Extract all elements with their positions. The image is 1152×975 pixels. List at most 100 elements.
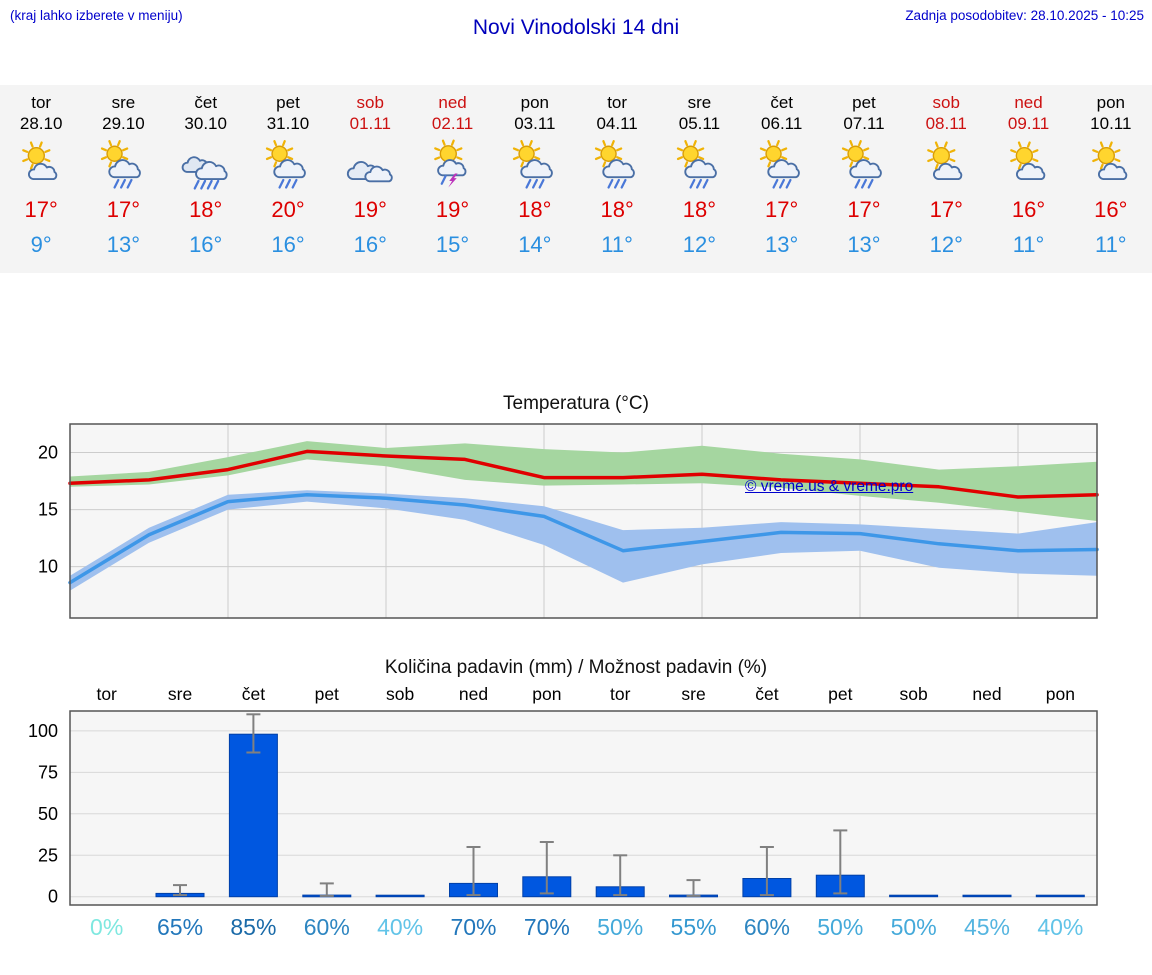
svg-text:0: 0 [48, 887, 58, 907]
forecast-day-08.11[interactable]: sob 08.11 17° 12° [905, 92, 987, 260]
day-name: tor [607, 93, 628, 112]
temp-high: 18° [189, 197, 223, 222]
day-date: 07.11 [843, 114, 885, 133]
precip-chart-title: Količina padavin (mm) / Možnost padavin … [384, 657, 768, 678]
temp-low: 9° [30, 232, 52, 257]
precip-day-label: čet [241, 684, 266, 704]
menu-hint: (kraj lahko izberete v meniju) [10, 8, 183, 23]
temp-high: 19° [353, 197, 387, 222]
forecast-day-05.11[interactable]: sre 05.11 18° 12° [658, 92, 740, 260]
day-date: 06.11 [761, 114, 803, 133]
forecast-day-31.10[interactable]: pet 31.10 20° 16° [247, 92, 329, 260]
precip-probability: 65% [157, 914, 204, 940]
sun-rain-icon [576, 137, 658, 193]
precip-probability: 60% [303, 914, 350, 940]
precip-day-label: ned [458, 684, 489, 704]
day-name: čet [194, 93, 218, 112]
precip-day-label: tor [96, 684, 117, 704]
temp-low: 12° [682, 232, 717, 257]
temp-low: 14° [518, 232, 552, 257]
precip-bar [889, 894, 939, 898]
day-name: sre [111, 93, 136, 112]
precip-probability: 60% [743, 914, 790, 940]
temp-high: 17° [24, 197, 58, 222]
day-name: sob [356, 93, 384, 112]
last-update: Zadnja posodobitev: 28.10.2025 - 10:25 [905, 8, 1144, 23]
forecast-day-10.11[interactable]: pon 10.11 16° 11° [1070, 92, 1152, 260]
sun-storm-icon [411, 137, 493, 193]
day-name: čet [770, 93, 794, 112]
precip-probability: 45% [963, 914, 1011, 940]
precip-probability: 0% [90, 914, 124, 940]
temp-high: 17° [765, 197, 799, 222]
sun-rain-icon [247, 137, 329, 193]
svg-text:75: 75 [38, 762, 58, 782]
precip-day-label: sre [167, 684, 193, 704]
sun-cloud-icon [0, 137, 82, 193]
temp-low: 12° [929, 232, 963, 257]
sun-rain-icon [823, 137, 905, 193]
precip-bar [375, 894, 425, 898]
precip-error-bar [833, 829, 848, 895]
precip-day-label: pet [314, 684, 339, 704]
forecast-day-30.10[interactable]: čet 30.10 18° 16° [165, 92, 247, 260]
temp-high: 17° [929, 197, 963, 222]
page-title: Novi Vinodolski 14 dni [472, 16, 680, 39]
temp-low: 16° [271, 232, 305, 257]
temp-low: 13° [765, 232, 799, 257]
temp-high: 17° [106, 197, 141, 222]
precip-error-bar [613, 854, 628, 897]
day-date: 30.10 [184, 114, 227, 133]
svg-text:10: 10 [38, 557, 58, 577]
temp-high: 17° [847, 197, 881, 222]
forecast-day-06.11[interactable]: čet 06.11 17° 13° [741, 92, 823, 260]
precip-day-label: ned [972, 684, 1002, 704]
precipitation-chart: 0 25 50 75 100 [28, 710, 1098, 907]
temp-high: 18° [518, 197, 552, 222]
page: (kraj lahko izberete v meniju) Novi Vino… [0, 8, 1152, 940]
day-name: sob [932, 93, 960, 112]
precip-probability: 70% [523, 914, 570, 940]
temp-low: 16° [189, 232, 223, 257]
day-date: 31.10 [266, 114, 310, 133]
day-name: tor [31, 93, 52, 112]
precip-error-bar [319, 882, 334, 897]
temperature-chart: 10 15 20 [38, 423, 1099, 619]
day-name: ned [438, 93, 467, 112]
forecast-day-03.11[interactable]: pon 03.11 18° 14° [494, 92, 576, 260]
day-date: 05.11 [678, 114, 721, 133]
precip-probability: 85% [230, 914, 277, 940]
forecast-day-02.11[interactable]: ned 02.11 19° 15° [411, 92, 493, 260]
precip-bar [228, 733, 278, 898]
day-date: 04.11 [596, 114, 638, 133]
day-date: 08.11 [925, 114, 967, 133]
forecast-day-07.11[interactable]: pet 07.11 17° 13° [823, 92, 905, 260]
day-date: 28.10 [19, 114, 63, 133]
forecast-strip: tor 28.10 17° 9° sre 29.10 17° 13° čet 30.10 18° 16… [0, 85, 1152, 273]
forecast-day-01.11[interactable]: sob 01.11 19° 16° [329, 92, 411, 260]
watermark-link[interactable]: © vreme.us & vreme.pro [745, 478, 914, 495]
day-date: 03.11 [514, 114, 556, 133]
precip-probability: 50% [817, 914, 864, 940]
sun-cloud-icon [1070, 137, 1152, 193]
rain-icon [165, 137, 247, 193]
svg-text:50: 50 [38, 804, 58, 824]
temp-low: 11° [1094, 232, 1127, 257]
precip-day-label: sre [681, 684, 706, 704]
precip-day-label: pon [1045, 684, 1075, 704]
precip-day-label: tor [609, 684, 631, 704]
temperature-chart-title: Temperatura (°C) [503, 393, 649, 414]
precip-probability: 40% [1037, 914, 1084, 940]
svg-text:100: 100 [28, 721, 58, 741]
svg-text:25: 25 [38, 845, 58, 865]
forecast-day-09.11[interactable]: ned 09.11 16° 11° [987, 92, 1069, 260]
temp-low: 16° [353, 232, 387, 257]
sun-rain-icon [494, 137, 576, 193]
sun-rain-icon [82, 137, 164, 193]
precip-error-bar [539, 841, 554, 895]
temp-low: 13° [106, 232, 141, 257]
forecast-day-04.11[interactable]: tor 04.11 18° 11° [576, 92, 658, 260]
day-date: 10.11 [1090, 114, 1132, 133]
forecast-day-29.10[interactable]: sre 29.10 17° 13° [82, 92, 164, 260]
forecast-day-28.10[interactable]: tor 28.10 17° 9° [0, 92, 82, 260]
